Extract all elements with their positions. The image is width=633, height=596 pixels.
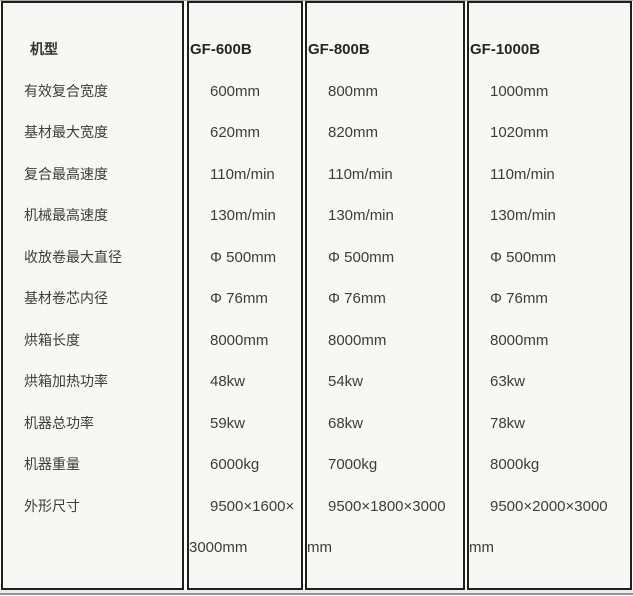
page-bottom-gap	[0, 590, 633, 593]
spec-label-max-roll-diameter: 收放卷最大直径	[24, 248, 122, 265]
next-element-top-edge	[0, 593, 633, 595]
spec-value-cell: 59kw	[210, 414, 246, 432]
spec-column-gf-1000b: GF-1000B 1000mm 1020mm 110m/min 130m/min…	[467, 1, 632, 590]
column-header-gf-600b: GF-600B	[190, 41, 252, 58]
spec-value-cell: 1020mm	[490, 124, 549, 141]
spec-value-cell: Φ 76mm	[210, 290, 268, 307]
spec-value-cell: 9500×1600× 3000mm	[189, 497, 295, 557]
spec-label-oven-heating-power: 烘箱加热功率	[24, 373, 108, 389]
page-top-edge	[0, 0, 633, 1]
spec-value-cell: 110m/min	[210, 165, 275, 183]
column-header-gf-800b: GF-800B	[308, 41, 370, 58]
spec-value-cell: Φ 76mm	[490, 290, 548, 307]
spec-value-cell: Φ 500mm	[490, 248, 557, 266]
spec-value-cell: 8000kg	[490, 456, 540, 473]
spec-value-cell: 110m/min	[490, 165, 555, 183]
spec-value-cell: Φ 76mm	[328, 290, 386, 307]
spec-value-cell: 8000mm	[490, 331, 549, 349]
column-header-gf-1000b: GF-1000B	[470, 41, 541, 58]
spec-value-cell: 8000mm	[328, 331, 387, 349]
spec-label-max-substrate-width: 基材最大宽度	[24, 124, 108, 140]
spec-value-cell: 130m/min	[328, 207, 394, 224]
spec-label-max-laminating-speed: 复合最高速度	[24, 165, 108, 182]
spec-value-cell: 130m/min	[490, 207, 556, 224]
spec-value-cell: 620mm	[210, 124, 261, 141]
spec-label-effective-width: 有效复合宽度	[24, 82, 108, 99]
spec-value-cell: 48kw	[210, 373, 246, 390]
spec-value-cell: 9500×1800×3000 mm	[307, 497, 446, 557]
spec-value-cell: 63kw	[490, 373, 526, 390]
spec-value-cell: 600mm	[210, 82, 261, 100]
spec-value-cell: 8000mm	[210, 331, 269, 349]
spec-value-cell: Φ 500mm	[210, 248, 277, 266]
spec-column-gf-800b: GF-800B 800mm 820mm 110m/min 130m/min Φ …	[305, 1, 465, 590]
spec-value-cell: 7000kg	[328, 456, 378, 473]
spec-label-core-inner-diameter: 基材卷芯内径	[24, 290, 108, 306]
spec-column-gf-600b: GF-600B 600mm 620mm 110m/min 130m/min Φ …	[187, 1, 303, 590]
spec-value-cell: 110m/min	[328, 165, 393, 183]
spec-value-cell: 78kw	[490, 414, 526, 432]
spec-value-cell: 820mm	[328, 124, 379, 141]
spec-label-max-mechanical-speed: 机械最高速度	[24, 207, 108, 223]
spec-label-oven-length: 烘箱长度	[24, 331, 80, 348]
spec-label-machine-weight: 机器重量	[24, 456, 80, 472]
spec-label-total-power: 机器总功率	[24, 414, 94, 431]
spec-value-cell: 130m/min	[210, 207, 276, 224]
spec-value-cell: 54kw	[328, 373, 364, 390]
spec-value-cell: 800mm	[328, 82, 379, 100]
spec-label-overall-dimensions: 外形尺寸	[24, 497, 80, 514]
spec-column-labels: 机型 有效复合宽度 基材最大宽度 复合最高速度 机械最高速度 收放卷最大直径 基…	[1, 1, 184, 590]
spec-value-cell: Φ 500mm	[328, 248, 395, 266]
spec-value-cell: 9500×2000×3000 mm	[469, 497, 608, 557]
spec-value-cell: 6000kg	[210, 456, 260, 473]
model-header-label: 机型	[30, 41, 58, 57]
spec-value-cell: 1000mm	[490, 82, 549, 100]
spec-value-cell: 68kw	[328, 414, 364, 432]
